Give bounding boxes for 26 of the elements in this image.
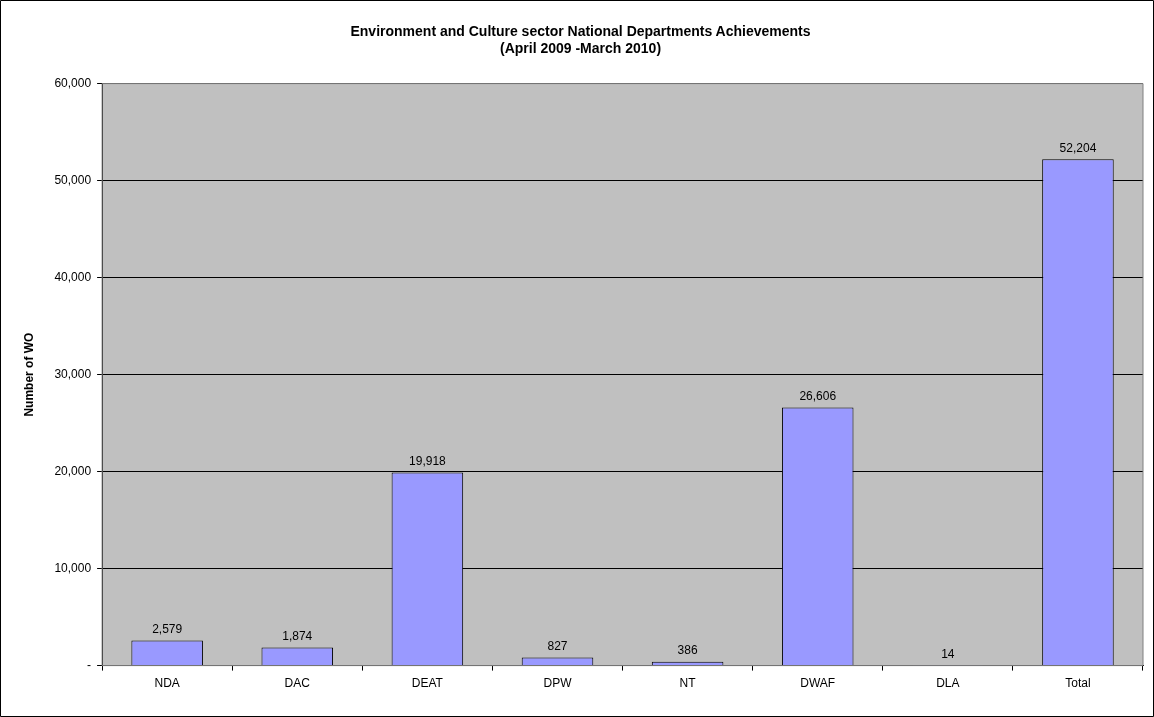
data-label: 26,606	[799, 388, 837, 403]
data-label: 52,204	[1059, 140, 1097, 155]
y-tick-label: 60,000	[54, 75, 92, 90]
y-tick-label: 20,000	[54, 463, 92, 478]
data-label: 386	[677, 643, 698, 658]
x-tick-label: DEAT	[411, 676, 444, 691]
x-tick-label: DLA	[936, 676, 960, 691]
y-tick-label: 30,000	[54, 366, 92, 381]
chart-title: Environment and Culture sector National Departments Achievements	[350, 23, 811, 40]
x-tick-label: NDA	[154, 676, 180, 691]
x-tick-label: DWAF	[800, 676, 836, 691]
y-tick-label: 40,000	[54, 269, 92, 284]
data-label: 2,579	[152, 621, 183, 636]
y-axis-title: Number of WO	[21, 332, 36, 417]
chart-subtitle: (April 2009 -March 2010)	[499, 40, 662, 57]
data-label: 14	[941, 646, 955, 661]
x-tick-label: NT	[679, 676, 697, 691]
data-label: 1,874	[282, 628, 313, 643]
data-label: 827	[547, 638, 568, 653]
y-tick-label: -	[87, 657, 92, 672]
x-tick-label: Total	[1065, 676, 1091, 691]
data-label: 19,918	[409, 453, 447, 468]
y-tick-label: 50,000	[54, 172, 92, 187]
y-tick-label: 10,000	[54, 560, 92, 575]
x-tick-label: DPW	[543, 676, 573, 691]
x-tick-label: DAC	[284, 676, 311, 691]
